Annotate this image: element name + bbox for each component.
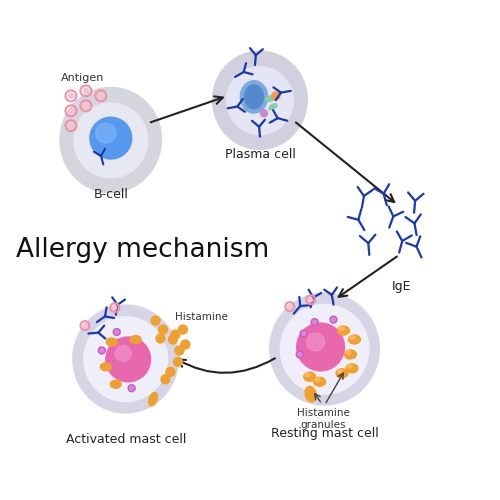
Ellipse shape [346,350,351,354]
Circle shape [96,123,116,143]
Text: Activated mast cell: Activated mast cell [66,433,186,446]
Text: B-cell: B-cell [94,188,128,201]
Circle shape [175,346,184,355]
Ellipse shape [106,338,117,346]
Ellipse shape [348,364,352,368]
Polygon shape [60,88,162,192]
Ellipse shape [244,85,264,109]
Circle shape [306,333,324,351]
Circle shape [100,348,104,352]
Ellipse shape [269,104,277,110]
Circle shape [181,340,190,349]
Circle shape [272,92,280,100]
Circle shape [311,318,318,326]
Polygon shape [270,293,380,405]
Ellipse shape [348,335,360,344]
Ellipse shape [266,96,276,102]
Polygon shape [280,304,369,394]
Circle shape [174,358,182,366]
Circle shape [171,330,180,339]
Circle shape [161,375,170,384]
Ellipse shape [338,326,349,335]
Circle shape [116,346,131,362]
Circle shape [130,386,134,390]
Circle shape [296,323,344,371]
Ellipse shape [100,363,112,371]
Ellipse shape [338,370,342,373]
Ellipse shape [148,392,158,406]
Text: Histamine
granules: Histamine granules [297,408,350,430]
Circle shape [178,325,188,334]
Circle shape [83,324,87,328]
Ellipse shape [240,80,268,113]
Circle shape [128,384,135,392]
Text: Allergy mechanism: Allergy mechanism [16,237,270,263]
Text: Resting mast cell: Resting mast cell [270,426,378,440]
Ellipse shape [314,378,326,386]
Circle shape [330,316,337,323]
Circle shape [156,334,165,343]
Text: Antigen: Antigen [61,74,104,84]
Polygon shape [84,317,168,402]
Ellipse shape [350,336,355,340]
Circle shape [302,332,306,336]
Circle shape [98,94,103,98]
Ellipse shape [336,369,348,378]
Ellipse shape [305,386,316,402]
Text: Plasma cell: Plasma cell [224,148,296,161]
Circle shape [84,104,88,108]
Circle shape [158,325,168,334]
Ellipse shape [339,327,344,330]
Circle shape [90,117,132,159]
Ellipse shape [110,380,121,388]
Circle shape [68,123,73,128]
Circle shape [114,328,120,336]
Ellipse shape [315,378,320,382]
Polygon shape [74,103,148,178]
Circle shape [113,306,116,310]
Circle shape [308,298,312,302]
Circle shape [98,347,105,354]
Circle shape [298,352,302,356]
Circle shape [332,318,336,322]
Circle shape [106,337,150,382]
Circle shape [151,316,160,325]
Ellipse shape [305,373,310,376]
Polygon shape [212,51,307,150]
Ellipse shape [346,364,358,373]
Circle shape [300,330,307,337]
Text: IgE: IgE [392,280,411,293]
Circle shape [260,110,268,116]
Ellipse shape [304,372,316,382]
Polygon shape [73,305,178,413]
Circle shape [296,351,303,358]
Circle shape [168,335,177,344]
Circle shape [166,368,175,376]
Polygon shape [226,66,294,134]
Circle shape [115,330,118,334]
Text: Histamine: Histamine [176,312,229,322]
Circle shape [84,88,88,94]
Circle shape [312,320,316,324]
Ellipse shape [130,336,141,344]
Circle shape [68,108,73,114]
Circle shape [68,94,73,98]
Circle shape [288,304,292,308]
Ellipse shape [344,350,356,359]
